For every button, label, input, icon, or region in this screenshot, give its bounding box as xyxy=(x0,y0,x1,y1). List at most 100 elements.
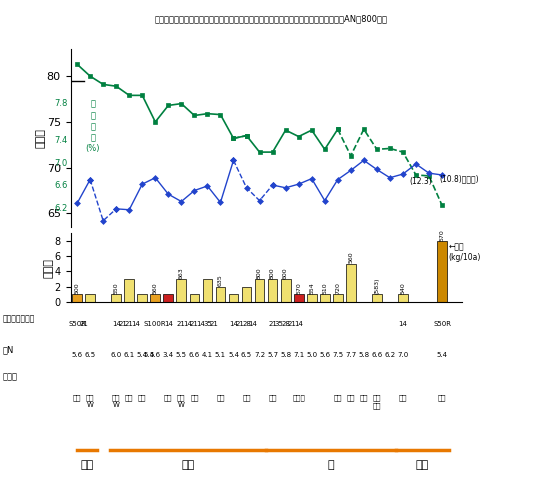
Bar xyxy=(255,279,264,302)
Text: 5.5: 5.5 xyxy=(176,352,187,357)
Bar xyxy=(229,294,238,302)
Text: 広島: 広島 xyxy=(359,394,368,401)
Bar xyxy=(137,294,147,302)
Bar xyxy=(398,294,408,302)
Text: 7.1: 7.1 xyxy=(293,352,304,357)
Text: 優良: 優良 xyxy=(181,460,194,470)
Text: 6.5: 6.5 xyxy=(241,352,252,357)
Text: 6.5: 6.5 xyxy=(85,352,96,357)
Text: 新潟
W: 新潟 W xyxy=(112,394,121,408)
Text: 7.0: 7.0 xyxy=(55,159,68,168)
Text: 普通: 普通 xyxy=(416,460,429,470)
Text: 21: 21 xyxy=(288,321,296,327)
Text: 6.6: 6.6 xyxy=(55,182,68,190)
Text: 山形: 山形 xyxy=(268,394,277,401)
Text: 570: 570 xyxy=(296,282,301,294)
Text: 総N: 総N xyxy=(3,346,14,355)
Text: 5.6: 5.6 xyxy=(150,352,161,357)
Text: S50R: S50R xyxy=(68,321,86,327)
Text: タテノ: タテノ xyxy=(292,394,305,401)
Text: 5.4: 5.4 xyxy=(137,352,148,357)
Text: 図：Ｈ１２スミショート（新潟）コシヒカリの食味値と関係条件（住友化学、ケットAN－800型）: 図：Ｈ１２スミショート（新潟）コシヒカリの食味値と関係条件（住友化学、ケットAN… xyxy=(155,15,388,23)
Text: 群馬: 群馬 xyxy=(438,394,446,401)
Text: 6.6: 6.6 xyxy=(371,352,382,357)
Text: 広島: 広島 xyxy=(125,394,134,401)
Bar xyxy=(72,294,82,302)
Text: ←収量
(kg/10a): ←収量 (kg/10a) xyxy=(449,243,481,262)
Text: 635: 635 xyxy=(218,275,223,286)
Text: 510: 510 xyxy=(322,282,327,294)
Bar xyxy=(346,264,356,302)
Text: S50R: S50R xyxy=(433,321,451,327)
Text: 広島: 広島 xyxy=(73,394,81,401)
Text: 500: 500 xyxy=(74,282,80,294)
Text: 14: 14 xyxy=(112,321,121,327)
Text: 6.6: 6.6 xyxy=(189,352,200,357)
Text: 7.0: 7.0 xyxy=(397,352,408,357)
Text: 7.4: 7.4 xyxy=(55,136,68,145)
Text: 極上: 極上 xyxy=(80,460,93,470)
Text: 岐阜: 岐阜 xyxy=(242,394,251,401)
Text: 800: 800 xyxy=(270,267,275,279)
Text: 663: 663 xyxy=(179,267,184,279)
Text: 14: 14 xyxy=(229,321,238,327)
Text: 21: 21 xyxy=(125,321,134,327)
Text: 5.6: 5.6 xyxy=(72,352,83,357)
Text: 35: 35 xyxy=(275,321,283,327)
Text: 14: 14 xyxy=(294,321,303,327)
Bar xyxy=(111,294,121,302)
Text: 21: 21 xyxy=(79,321,88,327)
Text: 550: 550 xyxy=(113,282,119,294)
Text: 560: 560 xyxy=(348,252,353,263)
Text: 554: 554 xyxy=(309,282,314,294)
Text: 7.7: 7.7 xyxy=(345,352,356,357)
Text: 5.0: 5.0 xyxy=(306,352,317,357)
Text: 800: 800 xyxy=(257,267,262,279)
Text: 540: 540 xyxy=(400,282,406,294)
Text: 4.1: 4.1 xyxy=(202,352,213,357)
Text: 21: 21 xyxy=(190,321,199,327)
Bar xyxy=(268,279,277,302)
Text: 7.2: 7.2 xyxy=(254,352,265,357)
Text: 28: 28 xyxy=(242,321,251,327)
Bar xyxy=(216,287,225,302)
Text: 6.1: 6.1 xyxy=(124,352,135,357)
Bar xyxy=(333,294,343,302)
Text: (583): (583) xyxy=(374,278,380,294)
Text: 7.8: 7.8 xyxy=(55,99,68,108)
Text: 21: 21 xyxy=(236,321,244,327)
Text: 良: 良 xyxy=(328,460,334,470)
Text: 14: 14 xyxy=(184,321,192,327)
Text: 560: 560 xyxy=(153,282,158,294)
Text: 14: 14 xyxy=(164,321,173,327)
Text: (12.3): (12.3) xyxy=(409,177,432,186)
Text: 岐阜: 岐阜 xyxy=(333,394,342,401)
Text: 21: 21 xyxy=(210,321,218,327)
Text: (10.8)（水分): (10.8)（水分) xyxy=(439,174,479,184)
Text: 720: 720 xyxy=(335,282,340,294)
Bar xyxy=(203,279,212,302)
Y-axis label: 食味値: 食味値 xyxy=(35,128,46,148)
Text: 14: 14 xyxy=(131,321,140,327)
Text: S100R: S100R xyxy=(144,321,167,327)
Text: 5.1: 5.1 xyxy=(215,352,226,357)
Bar xyxy=(242,287,251,302)
Text: スミショート等: スミショート等 xyxy=(3,314,35,323)
Bar xyxy=(150,294,160,302)
Bar xyxy=(320,294,330,302)
Text: 岡山: 岡山 xyxy=(399,394,407,401)
Text: 21: 21 xyxy=(268,321,277,327)
Text: 600: 600 xyxy=(283,267,288,279)
Text: 7.5: 7.5 xyxy=(332,352,343,357)
Text: 茨城: 茨城 xyxy=(346,394,355,401)
Bar xyxy=(294,294,304,302)
Bar xyxy=(372,294,382,302)
Text: 5.4: 5.4 xyxy=(437,352,447,357)
Text: 岡山
広島: 岡山 広島 xyxy=(372,394,381,409)
Bar xyxy=(437,241,447,302)
Text: 5.7: 5.7 xyxy=(267,352,278,357)
Text: 21: 21 xyxy=(118,321,127,327)
Text: 14: 14 xyxy=(249,321,257,327)
Bar xyxy=(85,294,95,302)
Y-axis label: 検体数: 検体数 xyxy=(43,258,53,278)
